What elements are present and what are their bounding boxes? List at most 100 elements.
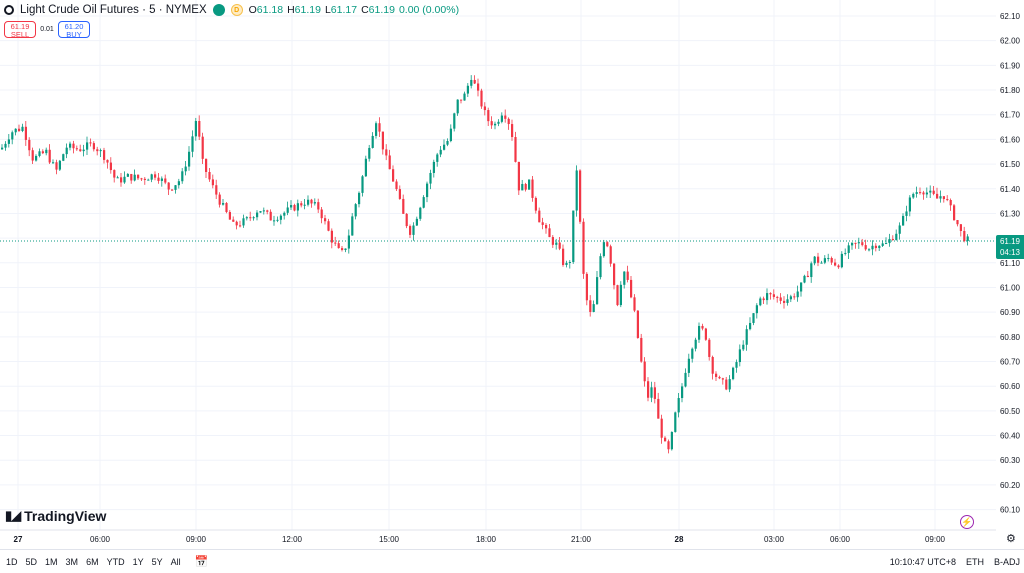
- candle-body: [351, 216, 354, 236]
- candle-body: [439, 149, 442, 155]
- range-button-ytd[interactable]: YTD: [106, 556, 125, 567]
- market-status-icon[interactable]: [212, 4, 225, 16]
- calendar-range-icon[interactable]: 📅: [194, 556, 209, 568]
- time-tick-label: 09:00: [925, 535, 946, 544]
- candle-body: [715, 373, 718, 377]
- buy-button[interactable]: 61.20 BUY: [58, 21, 90, 38]
- tradingview-logo-icon: ▮◢: [5, 508, 21, 523]
- candle-body: [106, 159, 109, 163]
- candle-body: [259, 211, 262, 213]
- candle-body: [548, 228, 551, 238]
- range-button-5y[interactable]: 5Y: [151, 556, 163, 567]
- tradingview-logo[interactable]: ▮◢ TradingView: [5, 508, 106, 524]
- candle-body: [341, 248, 344, 250]
- candle-body: [140, 178, 143, 180]
- candle-body: [109, 162, 112, 171]
- candle-body: [35, 155, 38, 161]
- candle-body: [762, 298, 765, 301]
- price-tick-label: 60.50: [1000, 407, 1021, 416]
- time-tick-label: 27: [14, 535, 23, 544]
- candle-body: [174, 185, 177, 190]
- candle-body: [779, 297, 782, 301]
- current-price-tag: 61.19 04:13: [996, 235, 1024, 259]
- range-button-1y[interactable]: 1Y: [132, 556, 144, 567]
- candle-body: [803, 275, 806, 283]
- price-chart[interactable]: 62.10 62.00 61.90 61.80 61.70 61.60 61.50 61.40…: [0, 0, 1024, 549]
- candle-body: [11, 132, 14, 140]
- candle-body: [1, 147, 4, 150]
- candle-body: [24, 126, 27, 140]
- candle-body: [286, 207, 289, 213]
- range-button-1d[interactable]: 1D: [6, 556, 18, 567]
- symbol-legend: Light Crude Oil Futures · 5 · NYMEX D O6…: [4, 2, 459, 18]
- candle-body: [303, 204, 306, 206]
- candle-body: [966, 236, 969, 242]
- candle-body: [198, 121, 201, 137]
- sell-label: SELL: [10, 29, 30, 39]
- candle-body: [41, 151, 44, 154]
- range-button-all[interactable]: All: [170, 556, 181, 567]
- range-button-1m[interactable]: 1M: [45, 556, 58, 567]
- high-value: 61.19: [294, 4, 321, 16]
- candle-body: [137, 174, 140, 179]
- time-tick-label: 28: [675, 535, 684, 544]
- candle-body: [579, 170, 582, 222]
- candle-body: [89, 142, 92, 144]
- time-axis[interactable]: 27 06:00 09:00 12:00 15:00 18:00 21:00 28 03:00 0…: [14, 535, 946, 544]
- candle-body: [813, 256, 816, 264]
- symbol-title[interactable]: Light Crude Oil Futures · 5 · NYMEX: [20, 4, 207, 16]
- adjustment-toggle[interactable]: B-ADJ: [993, 556, 1020, 567]
- price-axis[interactable]: 62.10 62.00 61.90 61.80 61.70 61.60 61.50 61.40…: [1000, 12, 1021, 515]
- price-tick-label: 61.50: [1000, 160, 1021, 169]
- candle-body: [752, 313, 755, 323]
- candle-body: [766, 293, 769, 301]
- candle-body: [79, 149, 82, 152]
- buy-label: BUY: [66, 29, 82, 39]
- range-button-3m[interactable]: 3M: [65, 556, 79, 567]
- candle-body: [228, 212, 231, 220]
- candle-body: [708, 339, 711, 357]
- candle-body: [861, 242, 864, 246]
- candle-body: [409, 226, 412, 235]
- lightning-icon[interactable]: ⚡: [960, 515, 974, 529]
- candle-body: [354, 204, 357, 217]
- candle-body: [735, 362, 738, 368]
- time-tick-label: 18:00: [476, 535, 497, 544]
- candle-body: [239, 225, 242, 227]
- gear-icon[interactable]: ⚙: [1006, 533, 1016, 545]
- candle-body: [347, 235, 350, 249]
- candle-body: [480, 90, 483, 107]
- sell-button[interactable]: 61.19 SELL: [4, 21, 36, 38]
- candle-body: [817, 256, 820, 263]
- candle-body: [116, 177, 119, 179]
- price-tick-label: 60.20: [1000, 481, 1021, 490]
- bottom-toolbar: 1D 5D 1M 3M 6M YTD 1Y 5Y All 📅 10:10:47 UTC+8 ET…: [0, 549, 1024, 573]
- range-button-6m[interactable]: 6M: [86, 556, 99, 567]
- candle-body: [704, 328, 707, 340]
- candle-body: [582, 221, 585, 274]
- candle-body: [157, 177, 160, 181]
- clock-display[interactable]: 10:10:47 UTC+8: [889, 556, 956, 567]
- candle-body: [633, 297, 636, 311]
- candle-body: [725, 379, 728, 390]
- candle-body: [891, 238, 894, 240]
- ohlc-values: O61.18 H61.19 L61.17 C61.19 0.00 (0.00%): [249, 4, 459, 16]
- candle-body: [698, 325, 701, 340]
- data-delay-badge[interactable]: D: [230, 4, 243, 16]
- candle-body: [844, 252, 847, 254]
- candle-body: [531, 179, 534, 198]
- candle-body: [647, 381, 650, 398]
- candle-body: [871, 245, 874, 250]
- candle-body: [885, 243, 888, 245]
- time-tick-label: 03:00: [764, 535, 785, 544]
- candle-body: [188, 151, 191, 167]
- candle-body: [324, 218, 327, 222]
- candle-body: [738, 349, 741, 363]
- candle-body: [466, 85, 469, 94]
- candle-body: [881, 243, 884, 246]
- range-button-5d[interactable]: 5D: [25, 556, 38, 567]
- candle-body: [99, 150, 102, 152]
- session-toggle[interactable]: ETH: [965, 556, 984, 567]
- candle-body: [793, 296, 796, 298]
- candle-body: [45, 149, 48, 154]
